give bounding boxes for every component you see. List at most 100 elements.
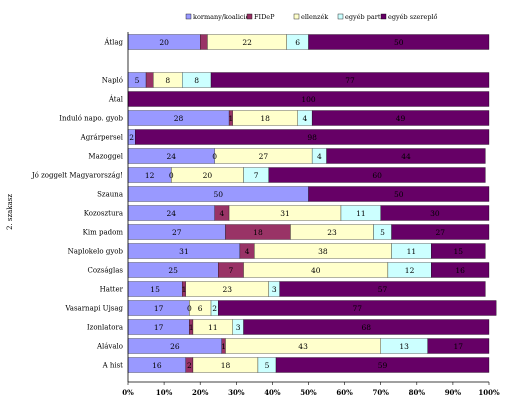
data-label: 27 (172, 228, 182, 237)
data-label: 4 (302, 114, 307, 123)
data-label: 5 (380, 228, 385, 237)
legend-swatch (185, 13, 192, 20)
data-label: 25 (168, 266, 178, 275)
data-label: 31 (179, 247, 189, 256)
data-label: 18 (253, 228, 263, 237)
data-label: 57 (378, 285, 388, 294)
data-label: 3 (236, 323, 241, 332)
category-labels: Átlag Napló Átal Induló napo. gyob Agrárpers… (31, 38, 124, 370)
data-label: 77 (345, 76, 355, 85)
data-label: 3 (272, 285, 277, 294)
data-label: 5 (265, 361, 270, 370)
bar-segment (200, 34, 208, 50)
data-label: 49 (396, 114, 406, 123)
data-label: 6 (295, 38, 300, 47)
data-label: 1 (189, 323, 194, 332)
category-label: Induló napo. gyob (59, 115, 123, 123)
data-label: 27 (435, 228, 445, 237)
data-label: 8 (165, 76, 170, 85)
data-label: 27 (259, 152, 269, 161)
data-label: 0 (212, 152, 217, 161)
category-label: Szauna (97, 191, 123, 199)
data-label: 50 (394, 38, 404, 47)
data-label: 28 (174, 114, 184, 123)
data-label: 1 (182, 285, 187, 294)
legend-swatch (293, 13, 300, 20)
x-tick-label: 40% (264, 388, 281, 397)
data-label: 11 (407, 247, 417, 256)
bar-segment (326, 148, 486, 164)
x-tick-label: 80% (409, 388, 426, 397)
data-label: 17 (154, 323, 164, 332)
data-label: 2 (212, 304, 217, 313)
category-label: Átlag (103, 38, 123, 47)
data-label: 17 (154, 304, 164, 313)
category-label: Napló (102, 77, 123, 85)
data-label: 43 (298, 342, 308, 351)
category-label: Kozosztura (84, 210, 123, 218)
bar-segment (308, 34, 490, 50)
x-tick-label: 100% (478, 388, 500, 397)
data-label: 16 (152, 361, 162, 370)
data-label: 26 (170, 342, 180, 351)
legend-label: FIDeP (254, 13, 275, 21)
data-label: 68 (361, 323, 371, 332)
data-label: 12 (145, 171, 155, 180)
data-label: 30 (430, 209, 440, 218)
legend-swatch (337, 13, 344, 20)
x-tick-label: 70% (372, 388, 389, 397)
bar-segment (210, 72, 490, 88)
x-tick-label: 60% (336, 388, 353, 397)
data-label: 38 (318, 247, 328, 256)
bar-segment (308, 186, 490, 202)
category-label: Jó zoggelt Magyarország! (31, 172, 123, 180)
data-label: 7 (254, 171, 259, 180)
legend-label: kormany/koalicio (193, 13, 250, 21)
data-label: 4 (245, 247, 250, 256)
category-label: Mazoggel (88, 153, 123, 161)
y-axis-title: 2. szakasz (6, 194, 14, 230)
bar-segment (275, 357, 490, 373)
data-label: 98 (307, 133, 317, 142)
bar-segment (431, 243, 486, 259)
data-label: 23 (223, 285, 233, 294)
legend-label: egyéb szereplő (388, 12, 438, 21)
bar-segment (311, 110, 490, 126)
x-tick-label: 30% (228, 388, 245, 397)
bar-segment (431, 262, 490, 278)
data-label: 6 (198, 304, 203, 313)
data-label: 12 (405, 266, 415, 275)
data-label: 1 (221, 342, 226, 351)
data-label: 18 (260, 114, 270, 123)
x-tick-label: 10% (156, 388, 173, 397)
data-label: 8 (194, 76, 199, 85)
data-label: 24 (167, 209, 177, 218)
x-tick-label: 0% (122, 388, 134, 397)
data-label: 4 (317, 152, 322, 161)
data-label: 15 (150, 285, 160, 294)
legend-label: ellenzék (301, 13, 328, 21)
legend-swatch (246, 13, 253, 20)
data-label: 2 (187, 361, 192, 370)
data-label: 77 (352, 304, 362, 313)
category-label: Izonlatora (87, 324, 123, 332)
data-label: 60 (372, 171, 382, 180)
data-label: 23 (327, 228, 337, 237)
data-label: 13 (399, 342, 409, 351)
data-label: 11 (208, 323, 218, 332)
data-label: 0 (187, 304, 192, 313)
data-label: 44 (401, 152, 411, 161)
data-label: 2 (129, 133, 134, 142)
data-label: 0 (169, 171, 174, 180)
category-label: Agrárpersel (80, 134, 124, 142)
category-label: Naplokelo gyob (68, 248, 124, 256)
data-label: 20 (203, 171, 213, 180)
category-label: A hist (102, 362, 124, 370)
data-label: 1 (228, 114, 233, 123)
data-label: 100 (301, 95, 316, 104)
legend: kormany/koalicio FIDeP ellenzék egyéb part e… (185, 12, 438, 21)
x-tick-label: 90% (445, 388, 462, 397)
category-label: Kim padom (83, 229, 124, 237)
